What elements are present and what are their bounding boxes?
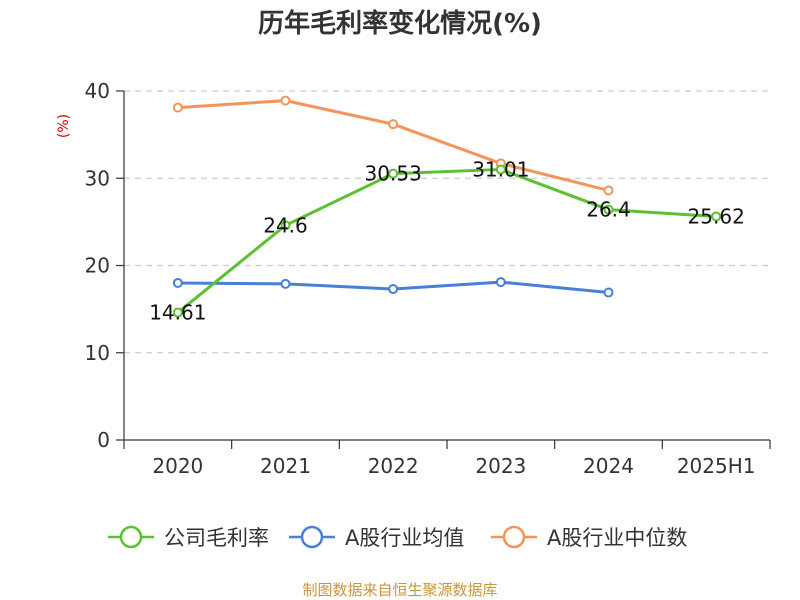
data-point-1-2 <box>388 284 399 295</box>
legend-item-0: 公司毛利率 <box>108 525 269 550</box>
legend-item-1: A股行业均值 <box>289 525 464 550</box>
x-tick-label-2020: 2020 <box>152 454 203 478</box>
data-point-2-1 <box>280 95 291 106</box>
data-point-1-4 <box>603 287 614 298</box>
series-0 <box>172 164 722 318</box>
y-axis-unit-label: (%) <box>56 114 72 138</box>
y-tick-label-30: 30 <box>85 166 110 190</box>
y-tick-label-40: 40 <box>85 79 110 103</box>
data-point-0-3 <box>495 164 506 175</box>
x-tick-label-2025H1: 2025H1 <box>677 454 756 478</box>
data-labels: 14.61 24.6 30.53 31.01 26.4 25.62 <box>149 157 745 324</box>
data-point-2-0 <box>172 102 183 113</box>
legend-marker-1 <box>300 525 324 549</box>
y-tick-label-20: 20 <box>85 254 110 278</box>
data-point-1-0 <box>172 277 183 288</box>
series-2 <box>172 95 614 196</box>
y-tick-label-0: 0 <box>97 428 110 452</box>
legend-label-1: A股行业均值 <box>345 526 464 550</box>
grid-lines <box>124 90 770 354</box>
series-line-0 <box>176 167 717 314</box>
x-tick-label-2021: 2021 <box>260 454 311 478</box>
data-point-0-4 <box>603 204 614 215</box>
x-tick-label-2023: 2023 <box>475 454 526 478</box>
series-lines <box>172 95 722 318</box>
legend: 公司毛利率 A股行业均值 A股行业中位数 <box>108 525 687 550</box>
data-point-2-2 <box>388 119 399 130</box>
source-note: 制图数据来自恒生聚源数据库 <box>302 581 497 599</box>
data-point-0-2 <box>388 168 399 179</box>
x-tick-label-2024: 2024 <box>583 454 634 478</box>
legend-label-0: 公司毛利率 <box>164 526 269 550</box>
axes: 0 10 20 30 40 2020 2021 2022 2023 2024 2025H1 <box>85 79 771 478</box>
data-point-2-4 <box>603 185 614 196</box>
legend-label-2: A股行业中位数 <box>547 526 687 550</box>
data-point-1-1 <box>280 278 291 289</box>
data-label-0-0: 14.61 <box>149 301 206 325</box>
data-label-0-5: 25.62 <box>688 204 745 228</box>
legend-marker-2 <box>502 525 526 549</box>
data-point-0-1 <box>280 220 291 231</box>
data-label-0-3: 31.01 <box>472 157 529 181</box>
y-tick-label-10: 10 <box>85 341 110 365</box>
legend-item-2: A股行业中位数 <box>491 525 687 550</box>
x-tick-label-2022: 2022 <box>368 454 419 478</box>
series-1 <box>172 277 614 298</box>
data-point-0-5 <box>711 211 722 222</box>
data-point-1-3 <box>495 277 506 288</box>
data-label-0-1: 24.6 <box>263 213 308 237</box>
data-point-0-0 <box>172 307 183 318</box>
legend-marker-0 <box>119 525 143 549</box>
chart-title: 历年毛利率变化情况(%) <box>258 8 542 39</box>
data-label-0-2: 30.53 <box>365 162 422 186</box>
data-label-0-4: 26.4 <box>586 198 631 222</box>
